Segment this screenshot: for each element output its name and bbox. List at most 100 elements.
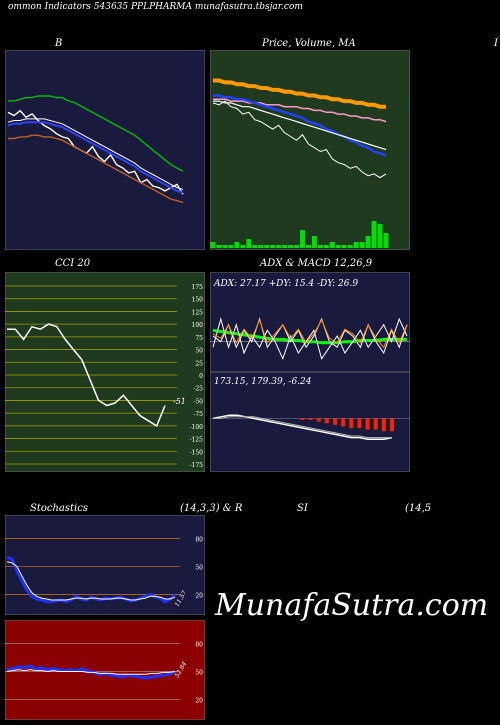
cci-title: CCI 20: [55, 258, 91, 269]
macd-hist-bar: [324, 418, 329, 424]
bb-middle-line: [7, 121, 184, 194]
volume-bar: [210, 242, 216, 248]
adx-label: ADX: 27.17 +DY: 15.4 -DY: 26.9: [213, 279, 358, 289]
price-ma_white-line: [213, 100, 387, 151]
cci-tick-label: -25: [193, 386, 203, 393]
adx-macd-title: ADX & MACD 12,26,9: [260, 258, 373, 269]
watermark: MunafaSutra.com: [215, 588, 489, 623]
macd-hist-bar: [373, 418, 378, 430]
volume-bar: [240, 245, 246, 248]
rsi-white-line: [6, 669, 176, 675]
cci-tick-label: -125: [190, 437, 204, 444]
volume-bar: [282, 245, 288, 248]
cci-tick-label: -100: [190, 424, 204, 431]
macd-hist-bar: [308, 418, 313, 420]
cci-tick-label: -75: [193, 411, 203, 418]
volume-bar: [317, 245, 323, 248]
cci-tick-label: 175: [192, 284, 204, 291]
stoch-params: (14,3,3) & R: [180, 503, 243, 514]
bollinger-chart: [5, 50, 205, 250]
price-ma_pink-line: [213, 98, 387, 123]
macd-hist-bar: [300, 418, 305, 420]
stoch-tick-label: 50: [195, 565, 203, 572]
macd-hist-bar: [341, 418, 346, 427]
volume-bar: [222, 245, 228, 248]
cci-tick-label: 150: [192, 297, 204, 304]
volume-bar: [341, 245, 347, 248]
price-price-line: [212, 100, 387, 179]
volume-bar: [359, 242, 365, 248]
right-cut-title: I: [494, 38, 498, 49]
cci-line: [7, 323, 166, 428]
volume-bar: [264, 245, 270, 248]
volume-bar: [305, 245, 311, 248]
cci-tick-label: -50: [193, 398, 203, 405]
macd-hist-bar: [316, 418, 321, 422]
cci-tick-label: 50: [195, 348, 203, 355]
macd-hist-bar: [333, 418, 338, 425]
volume-bar: [288, 245, 294, 248]
volume-bar: [377, 224, 383, 248]
cci-tick-label: -150: [190, 449, 204, 456]
volume-bar: [294, 245, 300, 248]
macd-hist-bar: [349, 418, 354, 428]
volume-bar: [276, 245, 282, 248]
macd-hist-bar: [390, 418, 394, 432]
rsi-params: (14,5: [405, 503, 432, 514]
volume-bar: [246, 239, 252, 248]
cci-chart: 175 150 125 100 75 50 25 0 -25 -50 -75 -100 -125 -150…: [5, 272, 205, 472]
volume-bar: [353, 242, 359, 248]
macd-hist-bar: [381, 418, 386, 432]
cci-tick-label: 0: [199, 373, 203, 380]
cci-tick-label: -175: [190, 462, 204, 469]
volume-bar: [383, 233, 389, 248]
volume-bar: [371, 221, 377, 248]
bb-upper-line: [8, 95, 184, 172]
cci-tick-label: 125: [192, 309, 204, 316]
volume-bar: [258, 245, 264, 248]
stoch-title: Stochastics: [30, 503, 88, 514]
stoch-tick-label: 20: [195, 592, 203, 599]
rsi-tick-label: 50: [195, 670, 203, 677]
rsi-tick-label: 20: [195, 697, 203, 704]
page-header: ommon Indicators 543635 PPLPHARMA munafa…: [8, 2, 303, 12]
price-title: Price, Volume, MA: [262, 38, 356, 49]
volume-bar: [329, 242, 335, 248]
macd-hist-bar: [365, 418, 370, 430]
cci-tick-label: 25: [195, 360, 203, 367]
macd-chart: 173.15, 179.39, -6.24: [210, 372, 410, 472]
price-ma_orange-line: [213, 78, 386, 109]
adx-minus-di-line: [212, 317, 408, 355]
adx-orange-line: [212, 318, 408, 349]
macd-signal-line: [213, 416, 392, 439]
price-ma_blue-line: [213, 94, 387, 157]
macd-line: [212, 414, 393, 440]
cci-value-label: -51: [173, 397, 186, 406]
volume-bar: [323, 245, 329, 248]
bb-title: B: [55, 38, 63, 49]
bb-lower-line: [8, 134, 184, 204]
cci-tick-label: 100: [192, 322, 204, 329]
stoch-d-line: [6, 561, 176, 601]
volume-bar: [252, 245, 258, 248]
volume-bar: [365, 236, 371, 248]
price-ma-chart: [210, 50, 410, 250]
cci-tick-label: 75: [195, 335, 203, 342]
volume-bar: [311, 236, 317, 248]
volume-bar: [270, 245, 276, 248]
macd-label: 173.15, 179.39, -6.24: [214, 377, 312, 387]
volume-bar: [234, 242, 240, 248]
rsi-title: SI: [297, 503, 308, 514]
bb-middle-outline: [7, 118, 184, 190]
bb-price-line: [7, 109, 184, 195]
volume-bar: [335, 245, 341, 248]
volume-bar: [347, 245, 353, 248]
macd-hist-bar: [357, 418, 362, 428]
stoch-tick-label: 80: [195, 537, 203, 544]
volume-bar: [216, 245, 222, 248]
rsi-tick-label: 80: [195, 642, 203, 649]
adx-chart: ADX: 27.17 +DY: 15.4 -DY: 26.9: [210, 272, 410, 372]
volume-bar: [228, 245, 234, 248]
